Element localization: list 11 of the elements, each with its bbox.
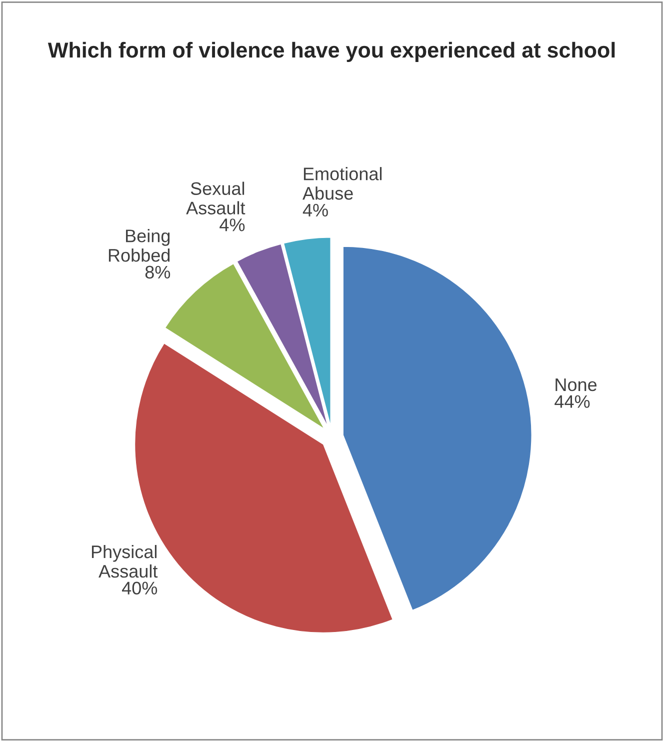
slice-label: Physical Assault — [92, 544, 158, 578]
data-label: 8% — [145, 266, 170, 279]
slice-label: Being Robbed — [108, 229, 170, 262]
slice-label: None — [556, 378, 597, 392]
data-label: 40% — [122, 582, 158, 595]
data-label: 4% — [302, 204, 328, 217]
slice-label: Sexual Assault — [186, 182, 246, 214]
slice-label: Emotional Abuse — [302, 167, 382, 200]
data-label: 4% — [220, 218, 245, 232]
chart-title: Which form of violence have you experienced at school — [48, 42, 615, 62]
data-label: 44% — [554, 395, 590, 408]
